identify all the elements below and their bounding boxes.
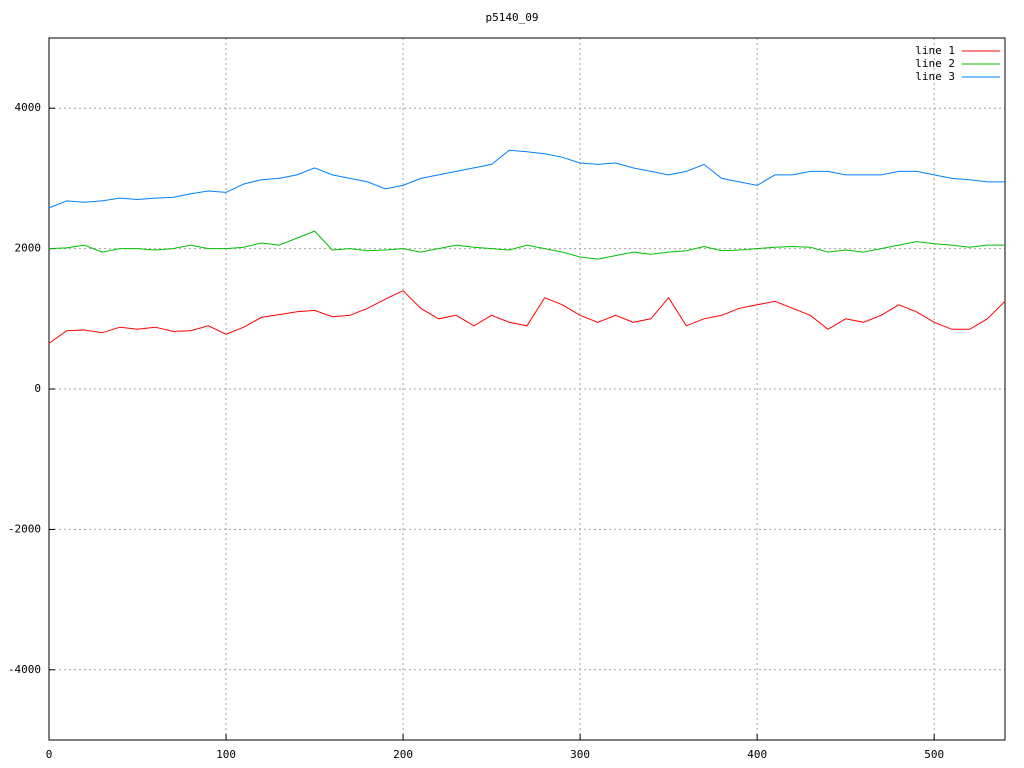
legend-label: line 1 xyxy=(915,44,955,57)
legend-label: line 2 xyxy=(915,57,955,70)
x-tick-label: 400 xyxy=(747,748,767,761)
legend-label: line 3 xyxy=(915,70,955,83)
data-line xyxy=(48,149,1005,209)
x-tick-label: 500 xyxy=(924,748,944,761)
x-tick-label: 200 xyxy=(393,748,413,761)
y-tick-label: 4000 xyxy=(15,101,42,114)
plot-border xyxy=(48,37,1006,741)
y-tick-label: 2000 xyxy=(15,242,42,255)
data-line xyxy=(48,230,1005,260)
y-tick-label: -2000 xyxy=(8,522,41,535)
y-tick-label: -4000 xyxy=(8,663,41,676)
x-tick-label: 0 xyxy=(46,748,53,761)
y-tick-label: 0 xyxy=(34,382,41,395)
x-tick-label: 100 xyxy=(216,748,236,761)
x-tick-label: 300 xyxy=(570,748,590,761)
data-line xyxy=(48,290,1006,344)
chart-title: p5140_09 xyxy=(486,11,539,24)
